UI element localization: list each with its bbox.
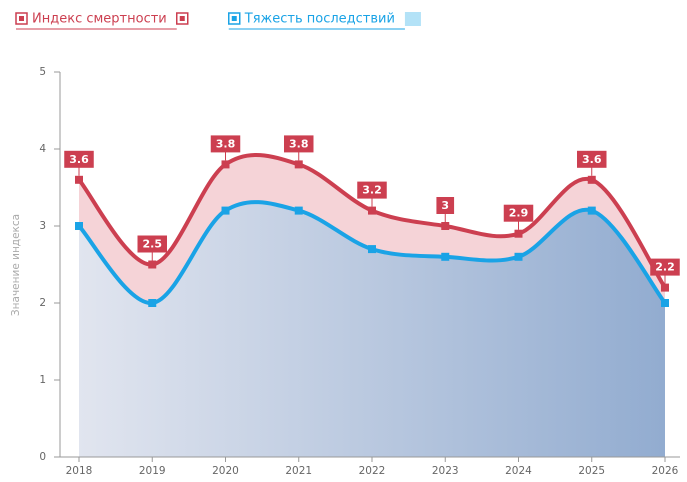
- data-label: 3.2: [362, 184, 382, 197]
- point: [661, 283, 669, 292]
- point: [221, 206, 230, 215]
- y-axis-label: Значение индекса: [10, 214, 22, 316]
- data-label: 2.2: [655, 261, 675, 274]
- point: [661, 299, 669, 307]
- legend-swatch: [176, 12, 189, 25]
- legend: Индекс смертности Тяжесть последствий: [15, 12, 421, 30]
- legend-label: Индекс смертности: [32, 12, 167, 27]
- point: [441, 222, 450, 230]
- legend-icon: [228, 12, 241, 25]
- y-tick-label: 3: [39, 220, 46, 232]
- data-label: 3.6: [69, 153, 89, 166]
- x-tick-label: 2021: [285, 465, 312, 477]
- data-label-bg: [503, 204, 534, 222]
- point: [368, 206, 376, 215]
- legend-swatch-inner: [179, 16, 185, 21]
- data-label: 3: [441, 199, 449, 212]
- point: [441, 252, 450, 261]
- x-tick-label: 2022: [359, 465, 386, 477]
- point: [75, 222, 83, 230]
- data-label-bg: [577, 150, 607, 168]
- point: [587, 175, 596, 184]
- data-label: 3.8: [289, 137, 309, 150]
- y-tick-label: 4: [39, 143, 46, 155]
- point: [514, 252, 523, 261]
- y-tick-label: 2: [39, 297, 46, 309]
- data-label-bg: [650, 258, 680, 276]
- point: [221, 160, 230, 169]
- x-tick-label: 2018: [66, 465, 93, 477]
- x-tick-label: 2019: [139, 465, 166, 477]
- y-tick-label: 1: [39, 374, 46, 386]
- point: [587, 206, 596, 215]
- y-tick-label: 0: [39, 451, 46, 463]
- data-label: 3.6: [582, 153, 602, 166]
- data-label-bg: [210, 135, 241, 153]
- point: [514, 229, 523, 238]
- legend-icon-inner: [231, 16, 237, 21]
- x-tick-label: 2020: [212, 465, 239, 477]
- area: [79, 202, 665, 457]
- data-label-bg: [436, 197, 455, 214]
- y-tick-label: 5: [39, 66, 46, 78]
- point: [148, 299, 157, 307]
- legend-icon-inner: [19, 16, 24, 21]
- legend-label: Тяжесть последствий: [244, 12, 395, 27]
- data-label-bg: [284, 135, 314, 153]
- legend-icon: [15, 12, 28, 25]
- data-label-bg: [64, 150, 94, 168]
- point: [294, 160, 303, 169]
- point: [294, 206, 303, 215]
- data-label-bg: [357, 181, 387, 199]
- point: [148, 260, 157, 269]
- legend-swatch: [404, 12, 421, 26]
- data-label-bg: [137, 235, 167, 253]
- x-tick-label: 2024: [505, 465, 532, 477]
- data-label: 2.9: [509, 207, 529, 220]
- x-tick-label: 2026: [652, 465, 679, 477]
- point: [368, 245, 376, 254]
- data-label: 2.5: [143, 238, 163, 251]
- data-label: 3.8: [216, 137, 236, 150]
- x-tick-label: 2025: [578, 465, 605, 477]
- point: [75, 175, 83, 184]
- x-tick-label: 2023: [432, 465, 459, 477]
